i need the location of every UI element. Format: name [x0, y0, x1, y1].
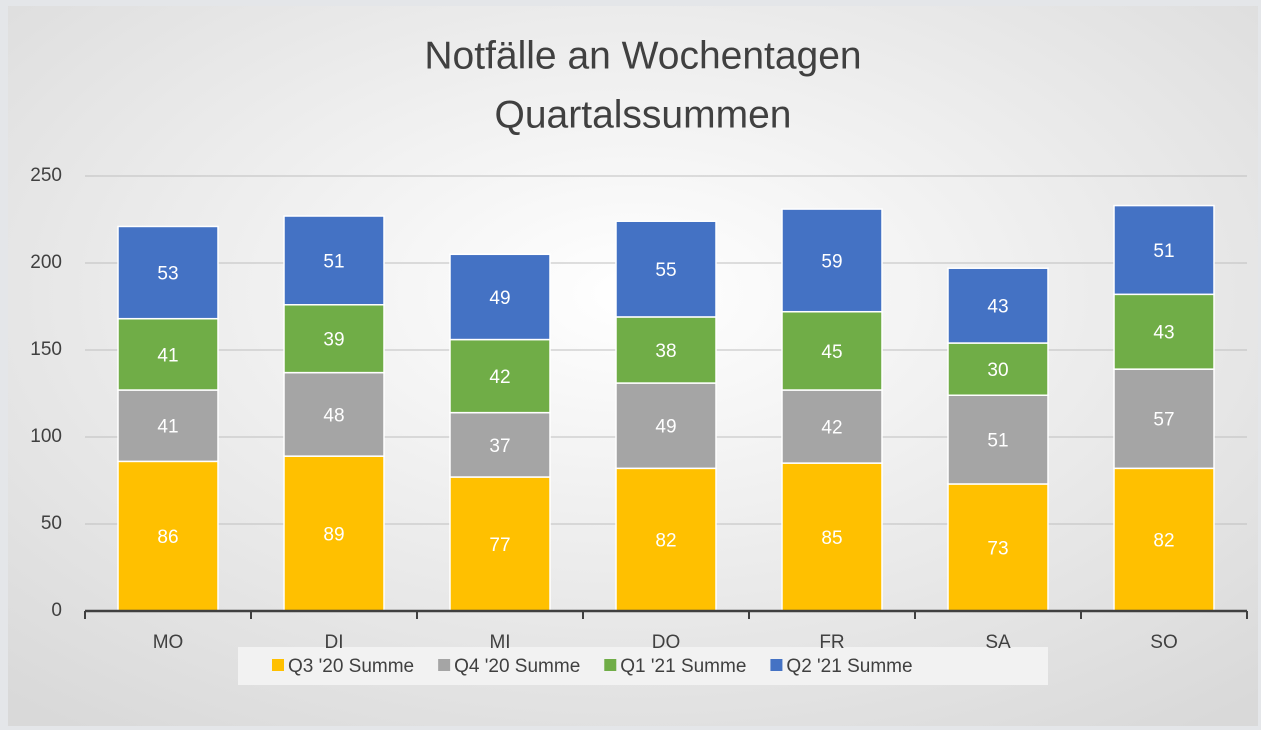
bar-segment: [283, 215, 385, 306]
bar-segment: [1113, 467, 1215, 612]
y-tick-label: 150: [30, 339, 62, 360]
bar-segment: [449, 411, 551, 478]
data-label: 77: [489, 535, 510, 556]
y-tick-label: 100: [30, 426, 62, 447]
legend-box: [238, 647, 1048, 685]
bar-segment: [781, 310, 883, 391]
legend-swatch: [604, 659, 617, 671]
data-label: 55: [655, 260, 676, 281]
x-tick-label: DI: [325, 632, 344, 653]
data-label: 45: [821, 342, 842, 363]
data-label: 82: [1153, 531, 1174, 552]
data-label: 49: [489, 288, 510, 309]
bar-segment: [781, 389, 883, 464]
data-label: 30: [987, 360, 1008, 381]
bar-segment: [117, 225, 219, 320]
bar-segment: [615, 382, 717, 470]
data-label: 41: [157, 417, 178, 438]
data-label: 51: [1153, 241, 1174, 262]
data-label: 85: [821, 528, 842, 549]
bar-segment: [449, 338, 551, 414]
data-label: 42: [489, 367, 510, 388]
data-label: 48: [323, 405, 344, 426]
x-tick-label: SA: [985, 632, 1011, 653]
y-tick-label: 50: [41, 513, 62, 534]
bar-segment: [449, 253, 551, 341]
bar-segment: [449, 476, 551, 612]
data-label: 43: [987, 297, 1008, 318]
bar-segment: [781, 208, 883, 313]
bar-segment: [117, 317, 219, 391]
data-label: 42: [821, 418, 842, 439]
chart-title: Notfälle an Wochentagen: [424, 34, 861, 77]
bar-segment: [615, 316, 717, 384]
bar-segment: [1113, 368, 1215, 470]
legend-label: Q4 '20 Summe: [454, 656, 580, 677]
data-label: 82: [655, 531, 676, 552]
data-label: 89: [323, 525, 344, 546]
legend-swatch: [770, 659, 783, 671]
chart-subtitle: Quartalssummen: [495, 93, 792, 136]
bar-segment: [117, 460, 219, 612]
bar-segment: [283, 304, 385, 374]
legend-swatch: [272, 659, 284, 671]
data-label: 57: [1153, 410, 1174, 431]
bar-segment: [1113, 293, 1215, 370]
data-label: 86: [157, 527, 178, 548]
legend-label: Q2 '21 Summe: [786, 656, 912, 677]
data-label: 49: [655, 417, 676, 438]
data-label: 59: [821, 251, 842, 272]
legend-label: Q1 '21 Summe: [620, 656, 746, 677]
bar-segment: [1113, 204, 1215, 296]
data-label: 73: [987, 539, 1008, 560]
legend-label: Q3 '20 Summe: [288, 656, 414, 677]
x-tick-label: FR: [819, 632, 844, 653]
y-tick-label: 200: [30, 252, 62, 273]
bar-segment: [615, 220, 717, 318]
data-label: 38: [655, 341, 676, 362]
bar-segment: [283, 371, 385, 457]
x-tick-label: MI: [489, 632, 510, 653]
data-label: 53: [157, 264, 178, 285]
data-label: 43: [1153, 323, 1174, 344]
data-label: 51: [987, 431, 1008, 452]
data-label: 37: [489, 436, 510, 457]
bar-segment: [117, 389, 219, 463]
bar-segment: [947, 267, 1049, 344]
y-tick-label: 0: [51, 600, 62, 621]
data-label: 39: [323, 330, 344, 351]
y-tick-label: 250: [30, 165, 62, 186]
x-tick-label: MO: [153, 632, 184, 653]
data-label: 51: [323, 251, 344, 272]
x-tick-label: SO: [1150, 632, 1177, 653]
bar-segment: [947, 342, 1049, 396]
bar-segment: [283, 455, 385, 612]
x-tick-label: DO: [652, 632, 681, 653]
data-label: 41: [157, 345, 178, 366]
legend-swatch: [438, 659, 451, 671]
